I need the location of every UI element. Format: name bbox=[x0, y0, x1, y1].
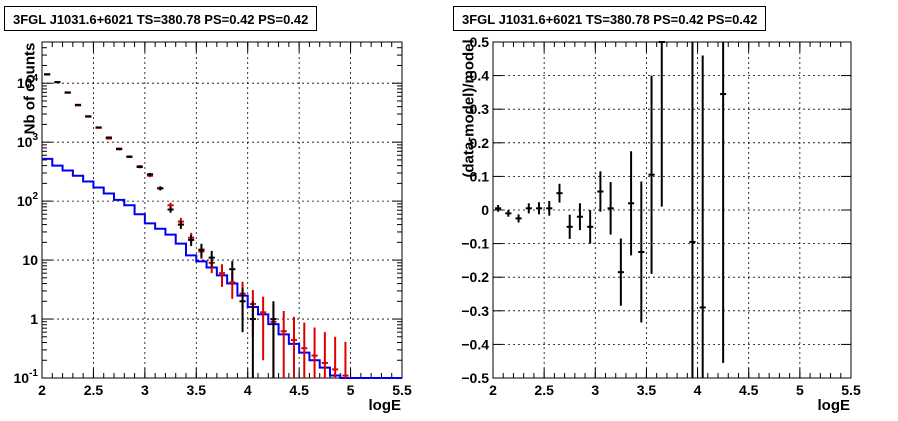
data-point bbox=[85, 115, 92, 118]
y-tick-label: 0.4 bbox=[470, 68, 490, 84]
data-point bbox=[332, 336, 339, 378]
x-tick-label: 4 bbox=[694, 382, 702, 398]
data-point bbox=[157, 186, 164, 191]
x-tick-label: 2.5 bbox=[534, 382, 554, 398]
data-point bbox=[566, 214, 573, 239]
data-point bbox=[505, 210, 512, 217]
data-point bbox=[290, 316, 298, 378]
data-point bbox=[116, 148, 123, 151]
data-point bbox=[146, 172, 154, 176]
x-tick-label: 4 bbox=[244, 382, 252, 398]
y-tick-label: 102 bbox=[17, 191, 39, 209]
x-tick-label: 2 bbox=[489, 382, 497, 398]
y-tick-label: −0.3 bbox=[461, 303, 489, 319]
data-point bbox=[229, 261, 236, 282]
chart-title: 3FGL J1031.6+6021 TS=380.78 PS=0.42 PS=0… bbox=[453, 6, 767, 31]
data-point bbox=[525, 203, 532, 214]
x-tick-label: 2 bbox=[38, 382, 46, 398]
data-point bbox=[188, 234, 195, 247]
data-point bbox=[177, 220, 184, 229]
x-tick-label: 3.5 bbox=[187, 382, 207, 398]
residual-chart: 2 2.5 3 3.5 4 4.5 5 5.5 −0.5 −0.4 −0.3 −0.2 −0.1 0 0.1… bbox=[461, 34, 861, 398]
x-tick-label: 5 bbox=[347, 382, 355, 398]
data-point bbox=[699, 55, 706, 378]
x-tick-label: 3 bbox=[141, 382, 149, 398]
x-axis-label: logE bbox=[817, 397, 851, 414]
data-point bbox=[342, 341, 349, 378]
y-tick-label: 0.1 bbox=[470, 168, 490, 184]
x-tick-label: 2.5 bbox=[84, 382, 104, 398]
y-tick-label: 0.5 bbox=[470, 34, 490, 50]
y-tick-label: 0.2 bbox=[470, 135, 490, 151]
data-point bbox=[105, 136, 112, 139]
data-point bbox=[208, 250, 215, 267]
data-point bbox=[556, 183, 563, 203]
y-tick-label: 0 bbox=[481, 202, 489, 218]
plot-frame bbox=[492, 41, 852, 379]
data-point bbox=[311, 327, 318, 378]
data-point bbox=[689, 42, 696, 378]
plot-frame bbox=[41, 41, 403, 379]
data-point bbox=[74, 103, 82, 106]
data-point bbox=[280, 310, 287, 378]
data-point bbox=[576, 203, 584, 231]
model-step-line bbox=[42, 157, 402, 379]
x-tick-label: 5.5 bbox=[392, 382, 412, 398]
left-panel: 2 2.5 3 3.5 4 4.5 5 5.5 10-1 1 10 102 103 104 3FGL J1… bbox=[4, 6, 412, 414]
data-point bbox=[638, 181, 645, 323]
y-tick-label: 0.3 bbox=[470, 101, 490, 117]
data-point bbox=[648, 75, 655, 274]
y-axis-label: (data-model)/model bbox=[460, 39, 478, 178]
data-point bbox=[495, 204, 502, 212]
data-point bbox=[167, 206, 174, 213]
x-tick-label: 3 bbox=[591, 382, 599, 398]
data-point bbox=[607, 182, 614, 235]
x-tick-label: 5.5 bbox=[841, 382, 861, 398]
data-point bbox=[239, 287, 246, 333]
data-point bbox=[95, 126, 102, 129]
y-tick-label: −0.2 bbox=[461, 269, 489, 285]
data-point bbox=[198, 243, 205, 258]
x-tick-label: 3.5 bbox=[637, 382, 657, 398]
data-point bbox=[136, 165, 143, 169]
x-tick-label: 5 bbox=[796, 382, 804, 398]
data-point bbox=[321, 332, 328, 378]
data-point bbox=[587, 210, 594, 244]
data-point bbox=[546, 200, 553, 216]
chart-title: 3FGL J1031.6+6021 TS=380.78 PS=0.42 PS=0… bbox=[4, 6, 318, 31]
y-tick-label: 10-1 bbox=[14, 368, 39, 386]
y-axis-label: Nb of counts bbox=[21, 42, 39, 135]
y-tick-label: −0.5 bbox=[461, 370, 489, 386]
x-axis-label: logE bbox=[368, 397, 402, 414]
data-point bbox=[260, 296, 267, 361]
data-point bbox=[535, 202, 543, 215]
data-point bbox=[617, 238, 624, 306]
data-point bbox=[658, 41, 665, 207]
data-point bbox=[301, 322, 308, 378]
data-point bbox=[628, 151, 635, 256]
data-point bbox=[126, 155, 133, 158]
y-tick-label: −0.1 bbox=[461, 236, 489, 252]
data-point bbox=[515, 214, 522, 223]
data-point bbox=[597, 171, 604, 212]
data-point bbox=[249, 301, 256, 378]
y-tick-label: 1 bbox=[30, 311, 38, 327]
y-tick-label: 10 bbox=[22, 252, 38, 268]
x-tick-label: 4.5 bbox=[739, 382, 759, 398]
right-panel: 2 2.5 3 3.5 4 4.5 5 5.5 −0.5 −0.4 −0.3 −0.2 −0.1 0 0.1… bbox=[449, 0, 898, 421]
data-point bbox=[64, 91, 71, 94]
data-point bbox=[720, 42, 727, 363]
data-point bbox=[270, 301, 277, 378]
y-tick-label: −0.4 bbox=[461, 336, 489, 352]
data-point bbox=[218, 264, 226, 287]
x-tick-label: 4.5 bbox=[289, 382, 309, 398]
